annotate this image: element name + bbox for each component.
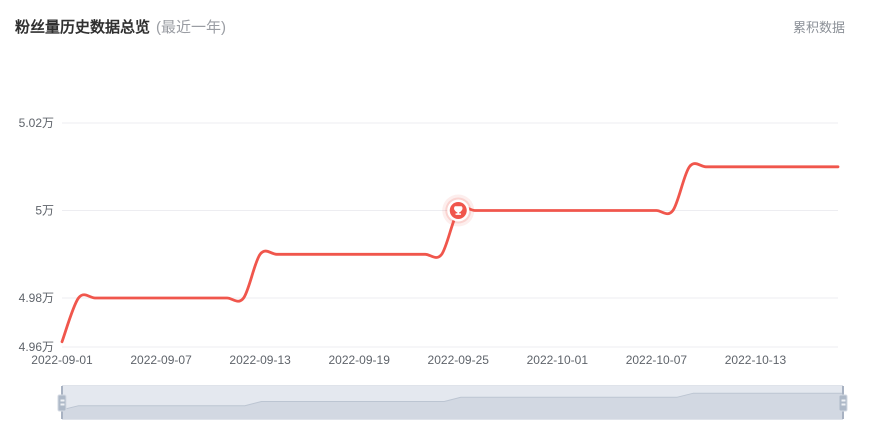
x-axis-tick-label: 2022-10-01 (527, 353, 589, 367)
x-axis-tick-label: 2022-09-01 (31, 353, 93, 367)
x-axis-tick-label: 2022-09-07 (130, 353, 192, 367)
y-axis-tick-label: 5万 (35, 204, 54, 218)
milestone-trophy-marker[interactable] (442, 194, 475, 227)
trophy-icon (453, 206, 463, 215)
fans-line-series[interactable] (60, 162, 840, 344)
data-zoom-preview-area (62, 392, 843, 419)
data-zoom-shadow-area (62, 393, 843, 419)
data-zoom-left-knob[interactable] (57, 394, 67, 411)
y-axis-tick-label: 4.96万 (19, 340, 54, 354)
data-zoom-right-handle[interactable] (838, 386, 848, 419)
x-axis-tick-label: 2022-09-13 (229, 353, 291, 367)
y-axis-tick-label: 4.98万 (19, 291, 54, 305)
x-axis-tick-label: 2022-10-13 (725, 353, 787, 367)
page-title: 粉丝量历史数据总览 (15, 18, 151, 36)
data-zoom-slider[interactable] (57, 385, 848, 420)
knob-grip-line (60, 399, 64, 402)
page-subtitle: (最近一年) (156, 18, 227, 36)
knob-grip-line (60, 403, 64, 406)
x-axis-tick-label: 2022-09-25 (428, 353, 490, 367)
knob-grip-line (841, 399, 845, 402)
data-zoom-right-knob[interactable] (838, 394, 848, 411)
x-axis-tick-label: 2022-09-19 (328, 353, 390, 367)
knob-grip-line (841, 403, 845, 406)
panel-title-row: 粉丝量历史数据总览 (最近一年) (15, 16, 226, 37)
x-axis-tick-label: 2022-10-07 (626, 353, 688, 367)
data-zoom-shadow-line (62, 392, 843, 411)
data-zoom-left-handle[interactable] (57, 386, 67, 419)
legend-item-cumulative[interactable]: 累积数据 (792, 19, 845, 35)
y-axis-tick-label: 5.02万 (19, 116, 54, 130)
panel-header: 粉丝量历史数据总览 (最近一年) 累积数据 (15, 14, 845, 38)
